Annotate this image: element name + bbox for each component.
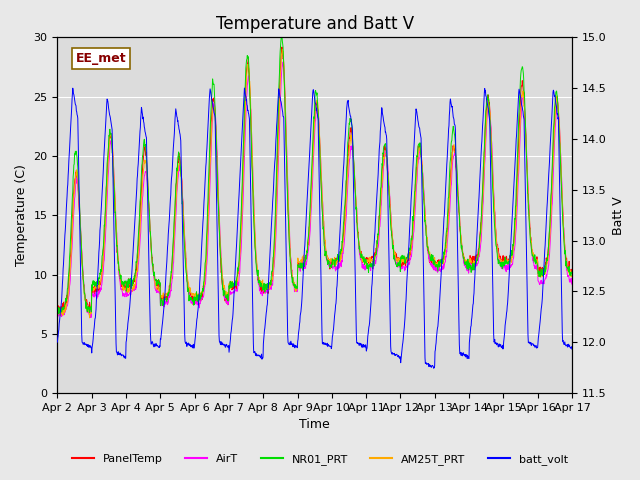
Legend: PanelTemp, AirT, NR01_PRT, AM25T_PRT, batt_volt: PanelTemp, AirT, NR01_PRT, AM25T_PRT, ba… xyxy=(68,450,572,469)
Text: EE_met: EE_met xyxy=(76,52,126,65)
Title: Temperature and Batt V: Temperature and Batt V xyxy=(216,15,413,33)
Y-axis label: Batt V: Batt V xyxy=(612,196,625,235)
Y-axis label: Temperature (C): Temperature (C) xyxy=(15,164,28,266)
X-axis label: Time: Time xyxy=(300,419,330,432)
